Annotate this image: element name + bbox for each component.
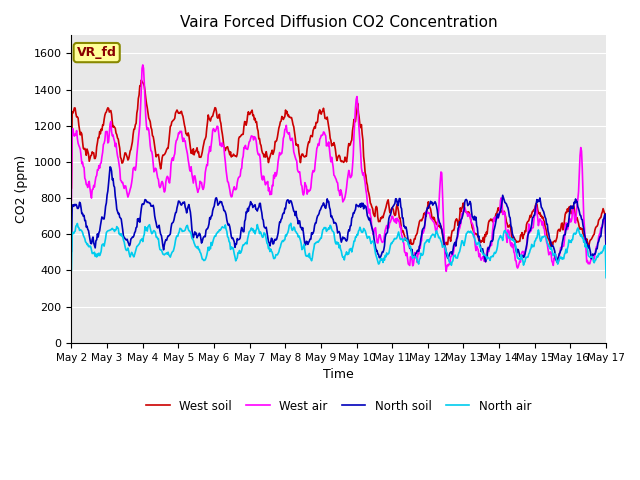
North air (404, 242, 412, 248)
North air (186, 229, 194, 235)
West soil (404, 239, 412, 244)
Text: VR_fd: VR_fd (77, 46, 116, 59)
Line: North air: North air (72, 223, 606, 278)
North soil (420, 225, 428, 231)
West air (420, 228, 428, 234)
North air (287, 220, 294, 226)
X-axis label: Time: Time (323, 368, 354, 381)
Title: Vaira Forced Diffusion CO2 Concentration: Vaira Forced Diffusion CO2 Concentration (180, 15, 497, 30)
North soil (602, 254, 610, 260)
West soil (188, 150, 195, 156)
North air (77, 228, 85, 233)
West air (77, 153, 85, 159)
Line: West air: West air (72, 65, 606, 271)
West air (132, 163, 140, 168)
North soil (404, 238, 412, 244)
West air (404, 261, 412, 267)
West soil (602, 252, 610, 258)
North soil (68, 248, 76, 254)
West soil (77, 130, 85, 135)
Line: West soil: West soil (72, 80, 606, 255)
North soil (188, 216, 195, 222)
North soil (77, 205, 85, 211)
Legend: West soil, West air, North soil, North air: West soil, West air, North soil, North a… (141, 395, 536, 417)
West soil (132, 120, 140, 126)
West air (216, 136, 223, 142)
North air (132, 247, 140, 252)
North air (602, 275, 610, 281)
North soil (133, 224, 141, 230)
West soil (138, 77, 145, 83)
West air (442, 268, 450, 274)
Line: North soil: North soil (72, 167, 606, 262)
Y-axis label: CO2 (ppm): CO2 (ppm) (15, 155, 28, 223)
West soil (420, 211, 428, 216)
West air (68, 197, 76, 203)
North soil (106, 164, 114, 170)
North soil (216, 201, 223, 206)
West air (139, 62, 147, 68)
West air (188, 164, 195, 169)
North air (68, 267, 76, 273)
West soil (216, 111, 223, 117)
West soil (68, 185, 76, 191)
North air (215, 229, 223, 235)
North air (420, 246, 428, 252)
West air (602, 254, 610, 260)
North soil (553, 259, 561, 265)
